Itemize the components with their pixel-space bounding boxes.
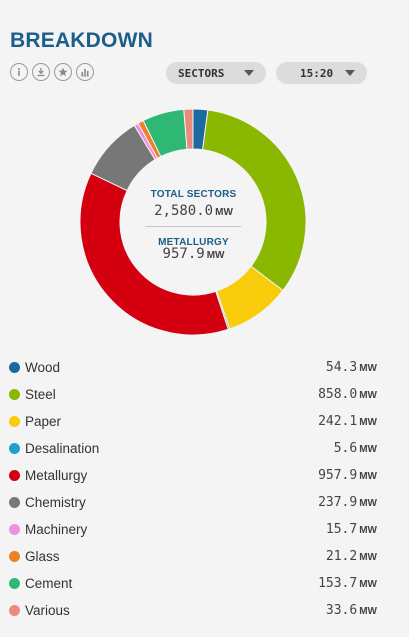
selected-unit: MW bbox=[206, 250, 225, 261]
legend-item-various[interactable]: Various 33.6 MW bbox=[0, 597, 409, 624]
legend-value: 957.9 MW bbox=[318, 468, 377, 483]
legend-value: 858.0 MW bbox=[318, 387, 377, 402]
legend-unit: MW bbox=[359, 363, 377, 374]
legend-value: 21.2 MW bbox=[325, 549, 377, 564]
legend-item-desalination[interactable]: Desalination 5.6 MW bbox=[0, 435, 409, 462]
legend-swatch bbox=[9, 362, 20, 373]
total-value: 2,580.0 bbox=[154, 203, 214, 219]
legend-label: Chemistry bbox=[25, 495, 86, 510]
legend-value: 33.6 MW bbox=[325, 603, 377, 618]
time-dropdown-label: 15:20 bbox=[300, 66, 334, 80]
legend-item-metallurgy[interactable]: Metallurgy 957.9 MW bbox=[0, 462, 409, 489]
legend-label: Various bbox=[25, 603, 70, 618]
total-unit: MW bbox=[215, 207, 233, 218]
time-dropdown[interactable]: 15:20 bbox=[276, 62, 367, 84]
legend-swatch bbox=[9, 389, 20, 400]
legend-unit: MW bbox=[359, 552, 377, 563]
selected-sector-value: 957.9 MW bbox=[0, 245, 387, 263]
donut-slice-metallurgy[interactable] bbox=[79, 172, 229, 336]
legend-list: Wood 54.3 MW Steel 858.0 MW Paper 242.1 MW Desali… bbox=[0, 354, 409, 624]
selected-value: 957.9 bbox=[162, 246, 205, 262]
legend-unit: MW bbox=[359, 417, 377, 428]
legend-label: Paper bbox=[25, 414, 62, 429]
legend-unit: MW bbox=[359, 498, 377, 509]
donut-chart-area: TOTAL SECTORS 2,580.0 MW METALLURGY 957.9… bbox=[0, 95, 409, 350]
sectors-dropdown[interactable]: SECTORS bbox=[166, 62, 266, 84]
legend-item-paper[interactable]: Paper 242.1 MW bbox=[0, 408, 409, 435]
chevron-down-icon bbox=[244, 70, 254, 76]
legend-unit: MW bbox=[359, 525, 377, 536]
legend-unit: MW bbox=[359, 606, 377, 617]
legend-value: 153.7 MW bbox=[318, 576, 377, 591]
bar-chart-icon[interactable] bbox=[76, 63, 94, 81]
legend-item-wood[interactable]: Wood 54.3 MW bbox=[0, 354, 409, 381]
legend-item-cement[interactable]: Cement 153.7 MW bbox=[0, 570, 409, 597]
legend-swatch bbox=[9, 605, 20, 616]
legend-label: Wood bbox=[25, 360, 61, 375]
legend-swatch bbox=[9, 551, 20, 562]
legend-swatch bbox=[9, 416, 20, 427]
legend-unit: MW bbox=[359, 444, 377, 455]
legend-label: Machinery bbox=[25, 522, 88, 537]
legend-value: 54.3 MW bbox=[325, 360, 377, 375]
star-icon[interactable] bbox=[54, 63, 72, 81]
donut-chart bbox=[79, 108, 307, 336]
legend-unit: MW bbox=[359, 579, 377, 590]
donut-slice-steel[interactable] bbox=[202, 109, 307, 292]
selected-label: METALLURGY bbox=[158, 237, 229, 248]
legend-value: 5.6 MW bbox=[333, 441, 377, 456]
legend-swatch bbox=[9, 497, 20, 508]
legend-item-steel[interactable]: Steel 858.0 MW bbox=[0, 381, 409, 408]
legend-value: 15.7 MW bbox=[325, 522, 377, 537]
sectors-dropdown-label: SECTORS bbox=[178, 66, 225, 80]
action-icons bbox=[10, 63, 94, 81]
legend-item-machinery[interactable]: Machinery 15.7 MW bbox=[0, 516, 409, 543]
legend-item-chemistry[interactable]: Chemistry 237.9 MW bbox=[0, 489, 409, 516]
download-icon[interactable] bbox=[32, 63, 50, 81]
legend-label: Glass bbox=[25, 549, 60, 564]
page-title: BREAKDOWN bbox=[10, 29, 153, 52]
legend-item-glass[interactable]: Glass 21.2 MW bbox=[0, 543, 409, 570]
legend-value: 237.9 MW bbox=[318, 495, 377, 510]
legend-swatch bbox=[9, 578, 20, 589]
legend-label: Steel bbox=[25, 387, 56, 402]
legend-swatch bbox=[9, 470, 20, 481]
legend-value: 242.1 MW bbox=[318, 414, 377, 429]
info-icon[interactable] bbox=[10, 63, 28, 81]
selected-sector-label: METALLURGY bbox=[0, 232, 387, 250]
selected-slice-pointer bbox=[138, 254, 156, 270]
donut-hole bbox=[121, 150, 265, 294]
total-sectors-value: 2,580.0 MW bbox=[0, 202, 387, 220]
donut-slice-various[interactable] bbox=[183, 108, 194, 150]
legend-swatch bbox=[9, 524, 20, 535]
legend-unit: MW bbox=[359, 390, 377, 401]
chevron-down-icon bbox=[345, 70, 355, 76]
legend-label: Cement bbox=[25, 576, 73, 591]
legend-label: Desalination bbox=[25, 441, 100, 456]
legend-label: Metallurgy bbox=[25, 468, 88, 483]
legend-swatch bbox=[9, 443, 20, 454]
total-sectors-label: TOTAL SECTORS bbox=[150, 189, 237, 200]
legend-unit: MW bbox=[359, 471, 377, 482]
